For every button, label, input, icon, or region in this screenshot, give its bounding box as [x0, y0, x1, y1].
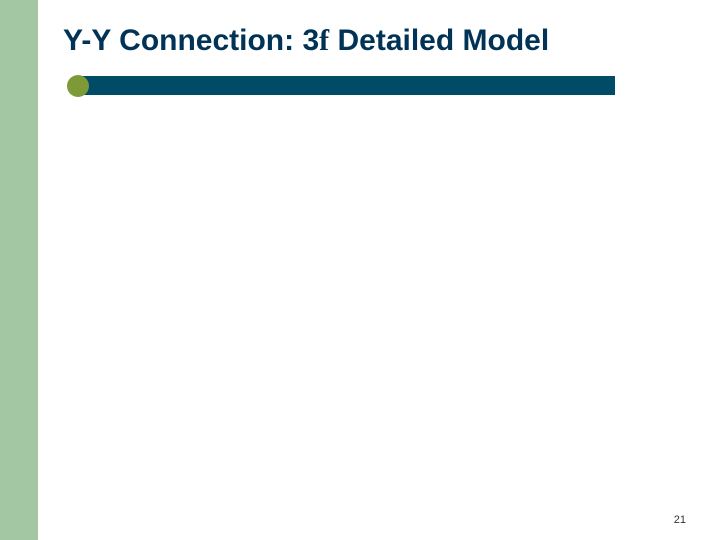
left-sidebar-stripe	[0, 0, 38, 540]
title-prefix: Y-Y Connection: 3	[63, 24, 319, 57]
page-number: 21	[674, 514, 686, 526]
title-underline-bullet	[67, 75, 89, 97]
slide-title: Y-Y Connection: 3f Detailed Model	[63, 24, 549, 58]
title-phi-symbol: f	[319, 24, 329, 57]
title-suffix: Detailed Model	[329, 24, 549, 57]
title-underline-bar	[70, 76, 615, 95]
